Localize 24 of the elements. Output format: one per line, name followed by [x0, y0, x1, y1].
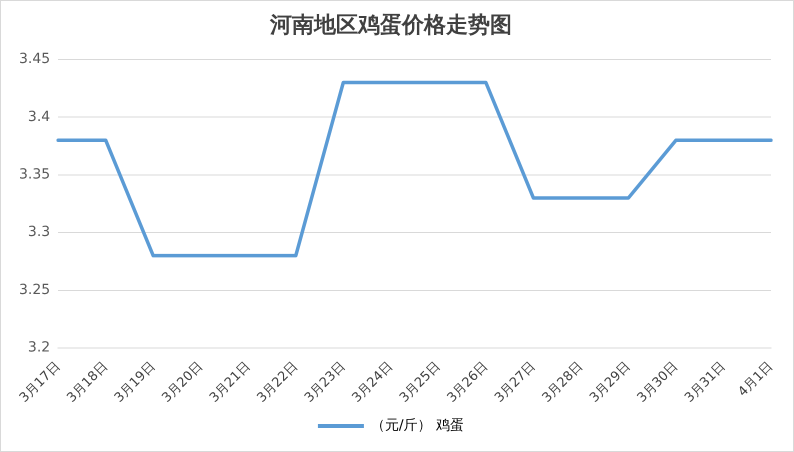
- y-tick-label: 3.25: [19, 282, 50, 298]
- x-tick-label: 3月17日: [16, 359, 64, 406]
- x-tick-label: 3月28日: [540, 359, 586, 406]
- x-tick-label: 3月27日: [492, 359, 539, 406]
- x-tick-label: 3月18日: [64, 359, 111, 406]
- x-tick-label: 3月21日: [206, 359, 254, 406]
- legend-label: （元/斤） 鸡蛋: [370, 418, 464, 434]
- x-tick-label: 3月22日: [254, 359, 301, 406]
- x-tick-label: 3月25日: [397, 359, 444, 406]
- y-tick-label: 3.2: [28, 340, 50, 356]
- x-tick-label: 3月23日: [302, 359, 349, 406]
- x-tick-label: 3月29日: [587, 359, 634, 406]
- x-tick-label: 4月1日: [736, 359, 776, 400]
- x-tick-label: 3月24日: [349, 359, 396, 406]
- chart-title: 河南地区鸡蛋价格走势图: [269, 12, 512, 38]
- x-tick-label: 3月19日: [112, 359, 158, 406]
- x-tick-label: 3月20日: [159, 359, 206, 406]
- x-tick-label: 3月26日: [444, 359, 492, 406]
- x-tick-label: 3月31日: [682, 359, 729, 406]
- y-tick-label: 3.45: [19, 51, 50, 68]
- y-tick-label: 3.35: [19, 166, 50, 182]
- x-tick-label: 3月30日: [634, 359, 682, 406]
- y-tick-label: 3.3: [28, 224, 50, 240]
- y-tick-label: 3.4: [28, 108, 50, 125]
